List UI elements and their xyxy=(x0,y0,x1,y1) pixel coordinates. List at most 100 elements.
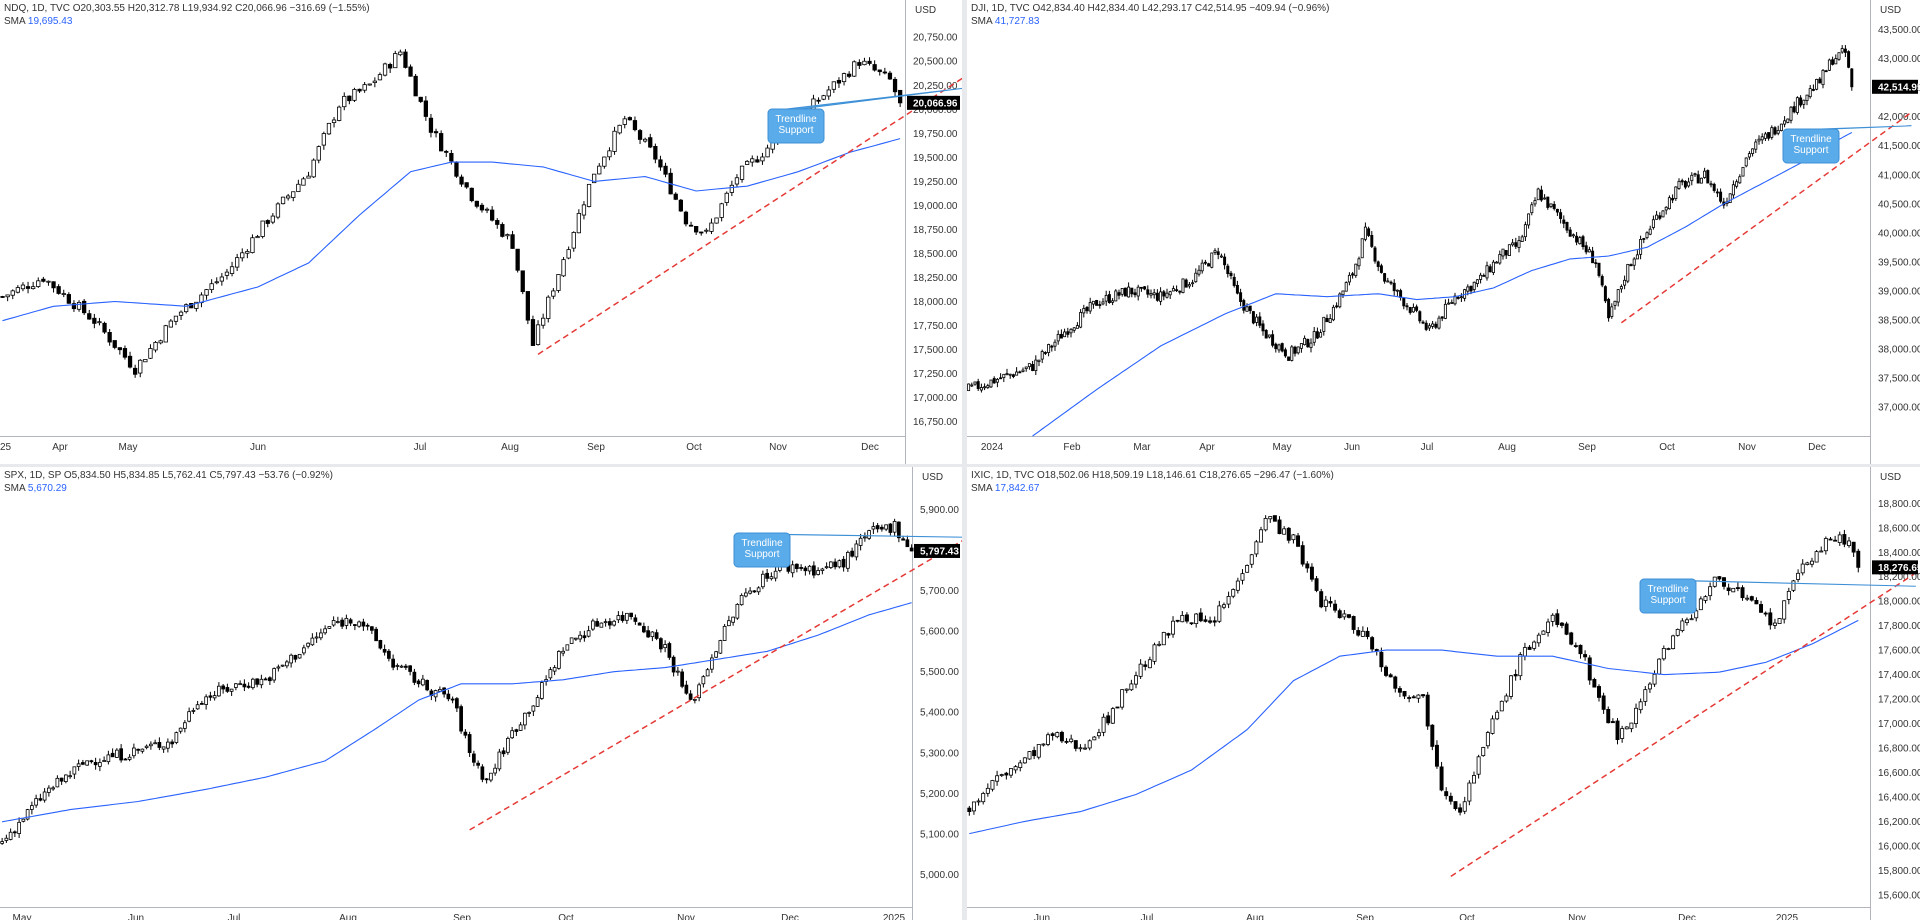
y-tick-label: 37,000.00 xyxy=(1878,402,1920,413)
callout-text: Trendline xyxy=(1790,134,1832,145)
horizontal-divider[interactable] xyxy=(0,464,1920,467)
candle-body xyxy=(1504,695,1509,702)
candle-body xyxy=(1130,287,1134,295)
candle-body xyxy=(989,379,993,388)
candle-body xyxy=(36,280,41,287)
candle-body xyxy=(541,317,546,326)
candle-body xyxy=(1232,276,1236,286)
candle-body xyxy=(1078,747,1083,750)
candle-body xyxy=(97,321,102,324)
candle-body xyxy=(1152,292,1156,296)
candle-body xyxy=(795,563,799,569)
candle-body xyxy=(59,777,64,782)
vertical-divider[interactable] xyxy=(962,0,967,920)
candle-body xyxy=(81,762,85,765)
chart-pane-1[interactable]: USD 16,750.00 17,000.00 17,250.00 17,500.00 1… xyxy=(0,0,969,464)
chart-pane-2[interactable]: USD 37,000.00 37,500.00 38,000.00 38,500.00 3… xyxy=(967,0,1920,464)
x-tick-label: Jul xyxy=(414,442,427,453)
candle-body xyxy=(1453,801,1458,810)
candle-body xyxy=(1194,272,1198,283)
candle-body xyxy=(93,761,98,766)
candle-body xyxy=(1386,280,1390,283)
candle-body xyxy=(1689,618,1694,621)
candle-body xyxy=(744,592,748,597)
candle-body xyxy=(1850,68,1854,88)
candle-body xyxy=(1239,292,1243,302)
candle-body xyxy=(905,539,910,548)
candle-body xyxy=(1479,274,1483,280)
candle-body xyxy=(967,807,972,812)
candle-body xyxy=(1171,288,1175,292)
candle-body xyxy=(1379,265,1383,273)
candle-body xyxy=(1021,369,1025,372)
candle-body xyxy=(699,231,704,234)
candle-body xyxy=(319,632,323,639)
candle-body xyxy=(561,650,565,654)
candle-body xyxy=(816,99,821,102)
y-tick-label: 18,800.00 xyxy=(1878,499,1920,510)
candle-body xyxy=(1648,228,1652,235)
candle-body xyxy=(214,281,219,284)
candle-body xyxy=(617,124,622,134)
candle-body xyxy=(30,805,34,810)
y-tick-label: 16,750.00 xyxy=(913,417,958,428)
candle-body xyxy=(1418,311,1422,322)
candle-body xyxy=(591,620,595,630)
candle-body xyxy=(1299,343,1303,349)
candle-body xyxy=(250,237,255,254)
candle-body xyxy=(663,644,667,649)
candle-body xyxy=(1475,279,1479,285)
candle-body xyxy=(739,595,744,606)
candle-body xyxy=(1323,599,1328,607)
candle-body xyxy=(238,683,242,686)
candle-body xyxy=(967,383,971,392)
candle-body xyxy=(219,276,224,282)
candle-body xyxy=(1523,224,1527,238)
candle-body xyxy=(816,570,820,575)
chart-pane-3[interactable]: USD 5,000.00 5,100.00 5,200.00 5,300.00 5,400… xyxy=(0,467,991,920)
chart-pane-4[interactable]: USD 15,600.00 15,800.00 16,000.00 16,200.00 1… xyxy=(967,467,1920,920)
candle-body xyxy=(5,294,10,298)
candle-body xyxy=(752,590,757,593)
candle-body xyxy=(1703,170,1707,178)
candle-body xyxy=(195,704,200,710)
candle-body xyxy=(1632,258,1636,266)
candle-body xyxy=(748,590,752,594)
candle-body xyxy=(1507,244,1511,257)
ohlc-header: NDQ, 1D, TVC O20,303.55 H20,312.78 L19,9… xyxy=(4,3,370,14)
candle-body xyxy=(841,558,846,568)
ohlc-header: SPX, 1D, SP O5,834.50 H5,834.85 L5,762.4… xyxy=(4,470,333,481)
pane-background xyxy=(0,0,962,464)
candle-body xyxy=(1235,284,1239,294)
candle-body xyxy=(416,680,421,685)
candle-body xyxy=(1198,612,1203,622)
candle-body xyxy=(1613,300,1617,306)
candle-body xyxy=(1443,303,1447,319)
candle-body xyxy=(1421,694,1426,697)
candle-body xyxy=(391,658,395,668)
candle-body xyxy=(497,751,502,770)
candle-body xyxy=(1341,290,1345,296)
candle-body xyxy=(92,317,97,324)
candle-body xyxy=(1575,235,1579,243)
candle-body xyxy=(136,748,140,751)
candle-body xyxy=(1687,181,1691,187)
candle-body xyxy=(765,572,769,579)
candle-body xyxy=(1712,183,1716,191)
candle-body xyxy=(1335,305,1339,308)
candle-body xyxy=(1083,747,1088,750)
candle-body xyxy=(1370,235,1374,247)
candle-body xyxy=(1367,228,1371,236)
candle-body xyxy=(557,651,561,669)
candle-body xyxy=(1018,762,1023,768)
candle-body xyxy=(1264,329,1268,339)
candle-body xyxy=(1383,273,1387,282)
sma-legend-value: 5,670.29 xyxy=(28,483,67,494)
candle-body xyxy=(1639,239,1643,255)
candle-body xyxy=(1032,750,1037,757)
candle-body xyxy=(1425,694,1430,727)
candle-body xyxy=(871,526,876,530)
candle-body xyxy=(51,787,55,790)
candle-body xyxy=(489,772,493,781)
